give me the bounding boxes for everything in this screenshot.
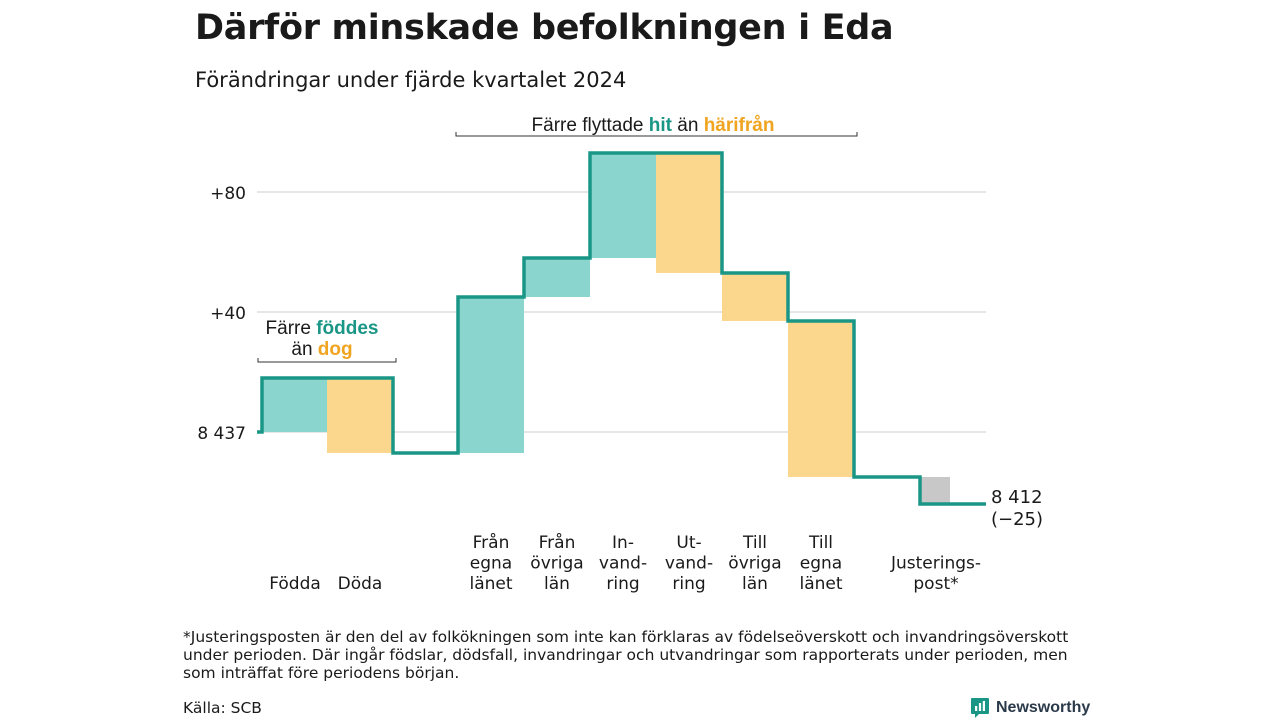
brand: Newsworthy [970,697,1090,719]
bar-5 [590,153,656,258]
category-labels: Födda Döda Från egna länet Från övriga län In-va… [269,532,981,594]
bar-2 [327,378,393,453]
end-value-label: 8 412 [991,487,1043,508]
waterfall-chart: 8 437 +40 +80 8 412(−25) Födda Döda Från egna lä… [197,115,1043,594]
migration-annotation-text: Färre flyttade hit än härifrån [532,115,775,136]
category-label: Till övriga län [728,533,781,594]
bar-1 [262,378,328,432]
y-tick-label: +80 [210,184,246,204]
category-label: Från egna länet [469,532,512,594]
bar-8 [788,321,854,477]
category-label: In-vand-ring [599,533,647,594]
footnote: *Justeringsposten är den del av folkökni… [183,628,1069,682]
birth-annotation-bracket [257,358,397,363]
migration-annotation: Färre flyttade hit än härifrån [455,115,858,137]
category-label: Födda [269,574,321,594]
category-label: Till egna länet [799,533,842,594]
bar-7 [722,273,788,321]
category-label: Ut-vand-ring [665,533,713,594]
chart-title: Därför minskade befolkningen i Eda [195,8,894,48]
migration-annotation-bracket [455,132,858,137]
birth-annotation-text-line1: Färre föddes [266,318,379,339]
end-change-label: (−25) [991,509,1043,530]
newsworthy-logo-icon [971,698,989,718]
bar-6 [656,153,722,273]
end-label: 8 412(−25) [991,487,1043,530]
bars [262,153,950,504]
chart-subtitle: Förändringar under fjärde kvartalet 2024 [195,68,627,92]
bar-4 [524,258,590,297]
y-tick-label: 8 437 [197,424,246,444]
step-line [257,151,986,506]
category-label: Justerings-post* [890,554,981,595]
brand-name: Newsworthy [996,699,1091,716]
bar-9 [920,477,950,504]
category-label: Från övriga län [530,532,583,594]
birth-annotation-text-line2: än dog [291,339,352,360]
bar-3 [458,297,524,453]
y-tick-label: +40 [210,304,246,324]
category-label: Döda [338,574,383,594]
source-label: Källa: SCB [183,699,262,717]
